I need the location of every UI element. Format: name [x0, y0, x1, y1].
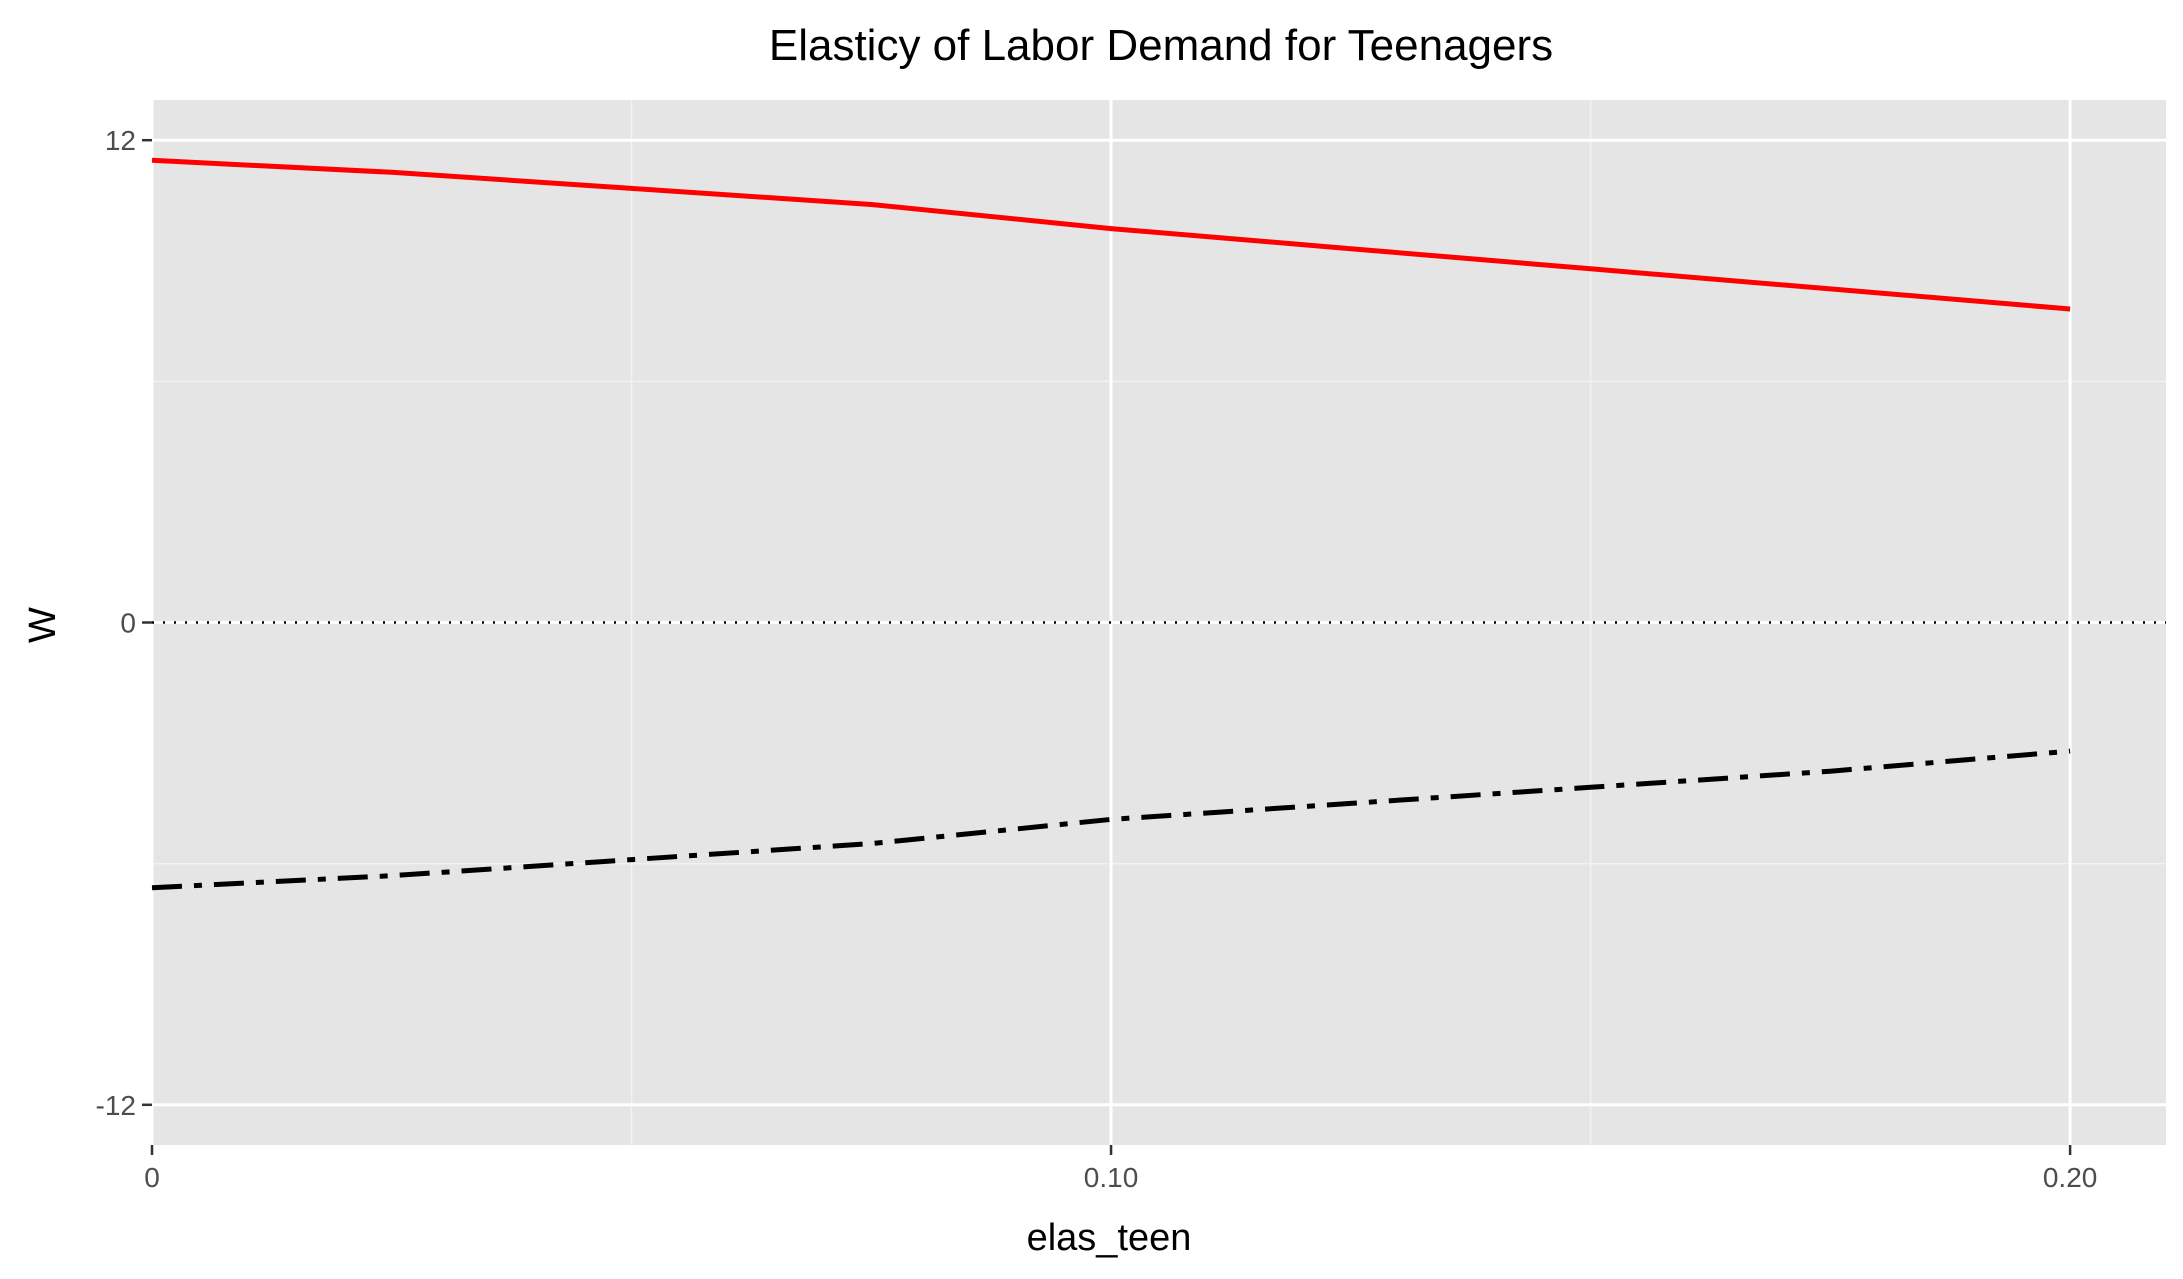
x-tick-label: 0 — [144, 1162, 160, 1193]
x-tick-label: 0.20 — [2043, 1162, 2098, 1193]
y-tick-label: -12 — [96, 1090, 136, 1121]
y-axis-title: W — [22, 607, 64, 643]
series-line-2 — [151, 748, 2071, 891]
axes: -12 0 12 0 0.10 0.20 — [96, 125, 2098, 1193]
y-tick-label: 0 — [120, 608, 136, 639]
x-axis-title: elas_teen — [1027, 1217, 1192, 1259]
y-tick-label: 12 — [105, 125, 136, 156]
series-layer — [151, 157, 2071, 891]
x-tick-label: 0.10 — [1084, 1162, 1139, 1193]
chart-title: Elasticy of Labor Demand for Teenagers — [769, 21, 1553, 70]
series-line-1 — [151, 157, 2071, 312]
gridlines — [150, 100, 2166, 1145]
